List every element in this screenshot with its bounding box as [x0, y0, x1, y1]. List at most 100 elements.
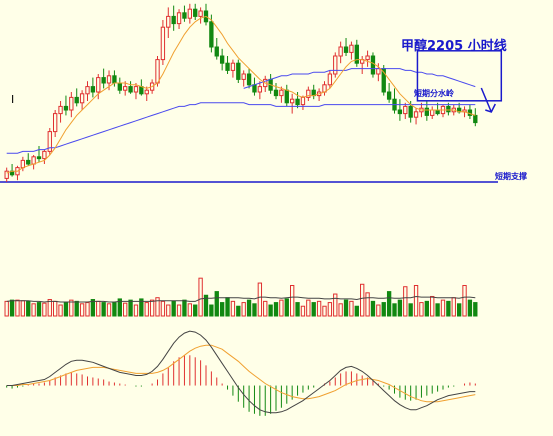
- candle-body: [106, 75, 112, 84]
- volume-bar: [90, 299, 96, 317]
- volume-bar: [456, 303, 462, 317]
- volume-bar: [370, 300, 376, 317]
- volume-bar: [106, 303, 112, 317]
- consolidation-box: [416, 50, 503, 102]
- annotation-short-term-divide: 短期分水岭: [414, 88, 454, 98]
- volume-bar: [203, 294, 209, 317]
- candle-body: [155, 59, 160, 84]
- candle-body: [230, 62, 236, 71]
- candle-body: [42, 150, 47, 160]
- candle-body: [144, 89, 149, 95]
- candle-body: [128, 86, 133, 93]
- volume-bar: [241, 302, 246, 317]
- volume-bar: [31, 303, 36, 317]
- candle-body: [386, 91, 392, 100]
- volume-bar: [430, 295, 435, 317]
- volume-bar: [230, 300, 236, 317]
- volume-bar: [365, 292, 370, 317]
- volume-bar: [26, 300, 31, 317]
- volume-bar: [123, 302, 128, 317]
- candle-body: [413, 111, 419, 118]
- volume-bar: [338, 303, 343, 317]
- candle-body: [96, 77, 101, 93]
- volume-bar: [322, 305, 327, 317]
- volume-bar: [473, 302, 478, 317]
- volume-bar: [333, 293, 338, 317]
- volume-bar: [327, 302, 333, 317]
- volume-bar: [316, 300, 322, 317]
- candle-body: [123, 86, 128, 91]
- volume-bar: [101, 302, 106, 317]
- candle-body: [219, 55, 225, 64]
- volume-bar: [20, 300, 26, 317]
- candle-body: [53, 113, 58, 133]
- volume-bar: [392, 303, 397, 317]
- candle-body: [133, 86, 139, 93]
- candle-body: [47, 131, 52, 152]
- price-panel: [0, 3, 503, 183]
- candle-body: [284, 89, 289, 104]
- candle-body: [36, 156, 42, 160]
- volume-bar: [193, 304, 198, 317]
- volume-bar: [36, 302, 42, 317]
- volume-bar: [58, 304, 63, 317]
- volume-bar: [155, 297, 160, 317]
- volume-bar: [182, 299, 187, 317]
- candle-body: [214, 46, 219, 57]
- volume-bar: [112, 302, 117, 317]
- volume-bar: [74, 300, 79, 317]
- macd-dif-line: [6, 330, 476, 414]
- candle-body: [273, 89, 279, 97]
- volume-bar: [4, 300, 9, 317]
- volume-bar: [343, 299, 349, 317]
- volume-bar: [295, 302, 300, 317]
- candle-body: [241, 73, 246, 80]
- volume-bar: [284, 298, 289, 317]
- candle-body: [85, 86, 90, 95]
- volume-bar: [381, 302, 386, 317]
- candle-body: [90, 86, 96, 93]
- annotation-short-term-support: 短期支撑: [495, 171, 527, 181]
- volume-bar: [128, 299, 133, 317]
- volume-bar: [467, 299, 473, 317]
- volume-bar: [144, 302, 149, 317]
- candle-body: [20, 159, 26, 169]
- volume-bar: [354, 305, 359, 317]
- ma-slow-line: [6, 102, 476, 154]
- volume-bar: [403, 286, 408, 317]
- volume-ma-line: [6, 295, 476, 303]
- candle-body: [333, 55, 338, 75]
- volume-bar: [349, 300, 354, 317]
- volume-bar: [133, 304, 139, 317]
- volume-bar: [446, 300, 451, 317]
- volume-bar: [413, 285, 419, 317]
- volume-bar: [53, 300, 58, 317]
- candle-body: [338, 46, 343, 57]
- volume-bar: [219, 302, 225, 317]
- candle-body: [252, 84, 257, 93]
- volume-bar: [376, 304, 381, 317]
- candle-body: [446, 105, 451, 113]
- candle-body: [408, 105, 413, 118]
- candle-body: [160, 26, 166, 61]
- volume-bar: [166, 304, 171, 317]
- volume-bar: [252, 303, 257, 317]
- candle-body: [257, 86, 263, 93]
- volume-bar: [198, 277, 203, 317]
- candle-body: [376, 68, 381, 75]
- volume-bar: [419, 302, 424, 317]
- volume-bar: [176, 304, 182, 317]
- volume-bar: [279, 299, 284, 317]
- volume-bar: [149, 299, 155, 317]
- volume-bar: [300, 305, 306, 317]
- candle-body: [365, 55, 370, 61]
- candle-body: [279, 89, 284, 97]
- volume-bar: [435, 303, 440, 317]
- candle-body: [327, 73, 333, 86]
- volume-bar: [214, 291, 219, 317]
- ma-fast-line: [6, 15, 476, 174]
- candle-body: [370, 55, 376, 75]
- down-arrow-head: [485, 103, 496, 113]
- volume-bar: [236, 305, 241, 317]
